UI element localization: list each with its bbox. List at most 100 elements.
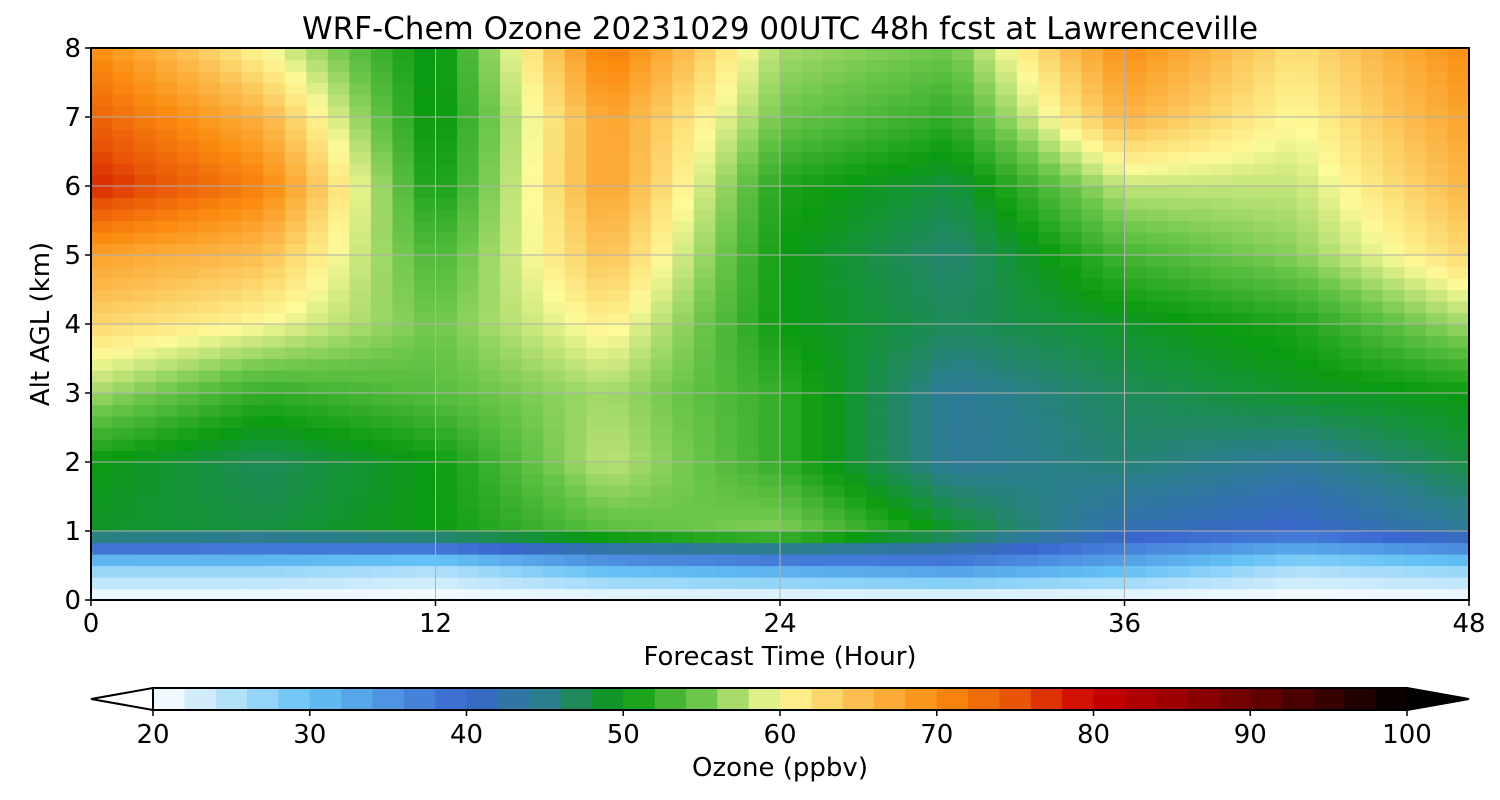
heatmap-cell [1189, 186, 1212, 199]
heatmap-cell [952, 519, 975, 532]
heatmap-cell [1081, 565, 1104, 578]
heatmap-cell [780, 577, 803, 590]
heatmap-cell [134, 266, 157, 279]
heatmap-cell [1253, 370, 1276, 383]
heatmap-cell [866, 140, 889, 153]
heatmap-cell [1447, 94, 1469, 107]
heatmap-cell [1318, 450, 1341, 463]
heatmap-cell [866, 220, 889, 233]
heatmap-cell [1339, 289, 1362, 302]
heatmap-cell [241, 416, 264, 429]
heatmap-cell [1232, 393, 1255, 406]
colorbar-swatch [874, 688, 906, 710]
heatmap-cell [1404, 232, 1427, 245]
heatmap-cell [995, 117, 1018, 130]
heatmap-cell [284, 220, 307, 233]
heatmap-cell [586, 71, 609, 84]
heatmap-cell [1253, 105, 1276, 118]
heatmap-cell [1382, 462, 1406, 475]
heatmap-cell [1382, 577, 1406, 590]
heatmap-cell [177, 255, 200, 268]
heatmap-cell [1189, 347, 1212, 360]
heatmap-cell [327, 266, 350, 279]
heatmap-cell [780, 439, 803, 452]
heatmap-cell [263, 266, 286, 279]
heatmap-cell [866, 94, 889, 107]
heatmap-cell [629, 324, 652, 337]
heatmap-cell [392, 105, 415, 118]
heatmap-cell [1210, 473, 1233, 486]
heatmap-cell [1296, 393, 1319, 406]
heatmap-cell [1361, 48, 1384, 61]
heatmap-cell [586, 174, 609, 187]
heatmap-cell [887, 128, 910, 141]
heatmap-cell [1102, 496, 1126, 509]
heatmap-cell [736, 243, 760, 256]
heatmap-cell [91, 462, 114, 475]
heatmap-cell [284, 404, 307, 417]
heatmap-cell [736, 71, 760, 84]
heatmap-cell [1275, 508, 1298, 521]
heatmap-cell [1102, 347, 1126, 360]
heatmap-cell [736, 94, 760, 107]
heatmap-cell [672, 324, 695, 337]
heatmap-cell [1146, 278, 1169, 291]
heatmap-cell [672, 588, 695, 600]
heatmap-cell [930, 416, 953, 429]
heatmap-cell [91, 186, 114, 199]
heatmap-cell [543, 450, 566, 463]
heatmap-cell [413, 439, 437, 452]
heatmap-cell [1425, 128, 1449, 141]
heatmap-cell [478, 508, 501, 521]
heatmap-cell [1253, 416, 1276, 429]
heatmap-cell [198, 404, 221, 417]
heatmap-cell [435, 381, 458, 394]
heatmap-cell [543, 347, 566, 360]
heatmap-cell [284, 324, 307, 337]
heatmap-cell [1210, 404, 1233, 417]
heatmap-cell [155, 278, 178, 291]
heatmap-cell [866, 197, 889, 210]
heatmap-cell [930, 439, 953, 452]
heatmap-cell [177, 393, 200, 406]
heatmap-cell [887, 496, 910, 509]
heatmap-cell [672, 508, 695, 521]
heatmap-cell [672, 577, 695, 590]
heatmap-cell [1404, 335, 1427, 348]
heatmap-cell [607, 128, 630, 141]
heatmap-cell [1189, 232, 1212, 245]
heatmap-cell [284, 485, 307, 498]
heatmap-cell [736, 347, 760, 360]
heatmap-cell [478, 117, 501, 130]
heatmap-cell [973, 554, 996, 567]
heatmap-cell [909, 312, 932, 325]
heatmap-cell [586, 485, 609, 498]
heatmap-cell [155, 393, 178, 406]
heatmap-cell [306, 439, 329, 452]
heatmap-cell [91, 289, 114, 302]
heatmap-cell [607, 439, 630, 452]
heatmap-cell [500, 266, 523, 279]
heatmap-cell [306, 128, 329, 141]
heatmap-cell [758, 266, 781, 279]
heatmap-cell [1404, 450, 1427, 463]
heatmap-cell [1167, 151, 1190, 164]
colorbar-swatch [999, 688, 1032, 710]
heatmap-cell [952, 404, 975, 417]
heatmap-cell [327, 427, 350, 440]
heatmap-cell [1146, 289, 1169, 302]
heatmap-cell [586, 289, 609, 302]
heatmap-cell [220, 312, 243, 325]
heatmap-cell [1189, 542, 1212, 555]
heatmap-cell [198, 542, 221, 555]
heatmap-cell [973, 48, 996, 61]
heatmap-cell [650, 485, 673, 498]
heatmap-cell [564, 393, 587, 406]
heatmap-cell [672, 232, 695, 245]
heatmap-cell [198, 140, 221, 153]
heatmap-cell [457, 209, 480, 222]
heatmap-cell [1189, 450, 1212, 463]
heatmap-cell [1016, 82, 1039, 95]
heatmap-cell [715, 255, 738, 268]
colorbar-tick-label: 30 [293, 720, 326, 750]
